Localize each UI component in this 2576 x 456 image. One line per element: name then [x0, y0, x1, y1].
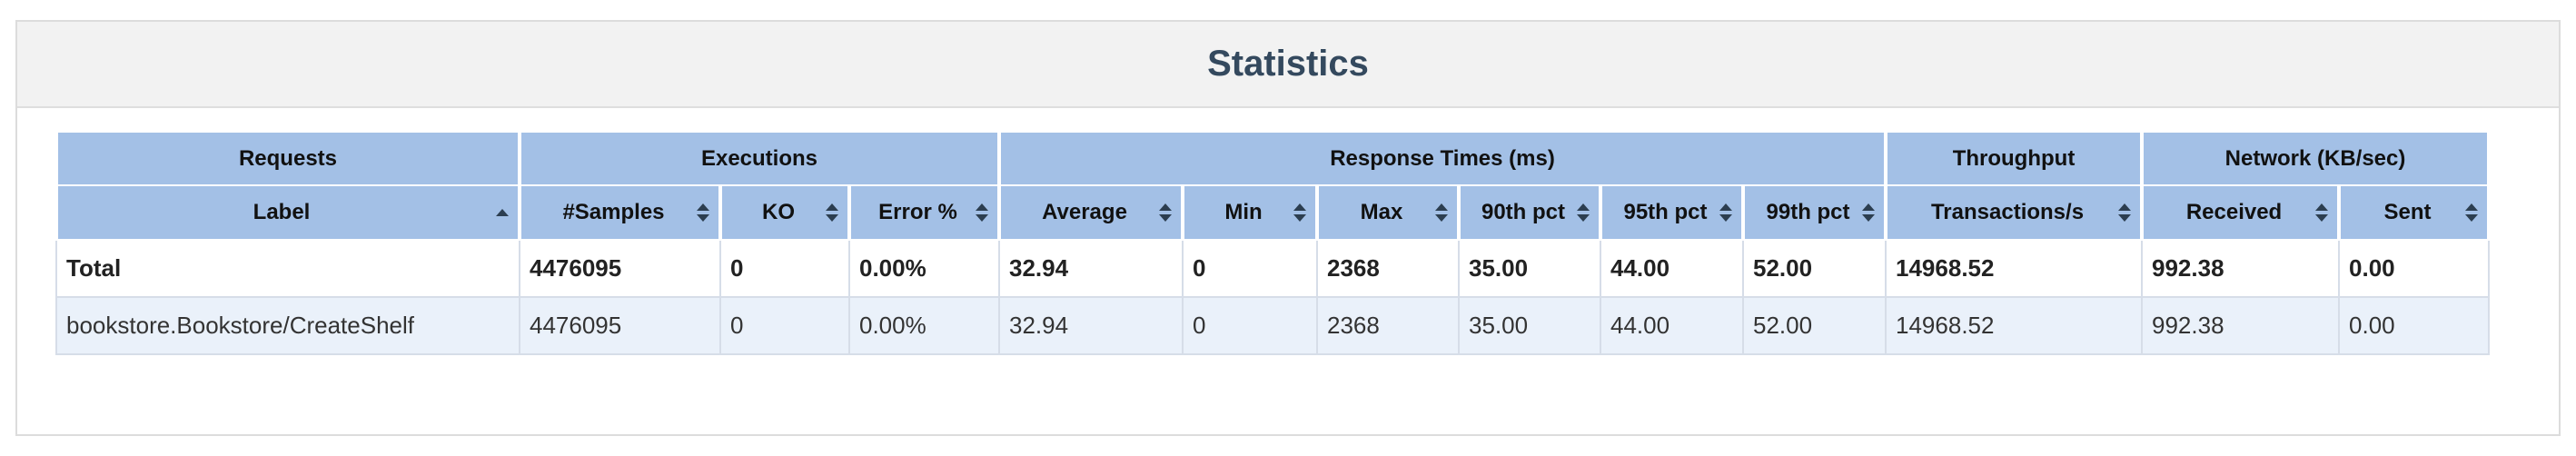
table-cell: 992.38 — [2141, 239, 2341, 298]
table-cell: bookstore.Bookstore/CreateShelf — [55, 296, 520, 355]
column-header-text: Min — [1224, 200, 1263, 224]
group-header-executions: Executions — [518, 131, 1001, 186]
column-header-min[interactable]: Min — [1181, 184, 1319, 241]
column-header-sent[interactable]: Sent — [2337, 184, 2492, 241]
group-header-row: Requests Executions Response Times (ms) … — [54, 131, 2492, 186]
table-cell: 4476095 — [519, 239, 721, 298]
sort-icon — [2465, 203, 2479, 222]
column-header-text: Average — [1042, 200, 1127, 224]
column-header-95th-pct[interactable]: 95th pct — [1599, 184, 1745, 241]
table-cell: 14968.52 — [1885, 296, 2144, 355]
sort-icon — [826, 203, 838, 222]
table-cell: 0.00% — [848, 239, 1000, 298]
panel-header: Statistics — [17, 22, 2559, 108]
table-cell: 44.00 — [1600, 239, 1744, 298]
column-header-text: Label — [253, 200, 311, 224]
column-header-text: 90th pct — [1481, 200, 1565, 224]
sort-icon — [1159, 203, 1172, 222]
column-header-transactions[interactable]: Transactions/s — [1884, 184, 2145, 241]
statistics-table: Requests Executions Response Times (ms) … — [54, 131, 2492, 355]
table-cell: 0.00 — [2338, 296, 2491, 355]
column-header-label[interactable]: Label — [54, 184, 521, 241]
column-header-text: Received — [2185, 200, 2283, 224]
table-cell: 52.00 — [1741, 239, 1887, 298]
column-header-text: Max — [1360, 200, 1403, 224]
table-cell: 35.00 — [1458, 296, 1601, 355]
sort-icon — [2118, 203, 2132, 222]
column-header-average[interactable]: Average — [997, 184, 1184, 241]
column-header-received[interactable]: Received — [2140, 184, 2342, 241]
table-cell: 0 — [719, 239, 850, 298]
column-header-error-pct[interactable]: Error % — [847, 184, 1001, 241]
table-cell: 2368 — [1316, 239, 1460, 298]
sort-icon — [1577, 203, 1590, 222]
column-header-text: Error % — [878, 200, 957, 224]
table-cell: 0 — [1182, 296, 1318, 355]
sort-icon — [1435, 203, 1448, 222]
group-header-requests: Requests — [54, 131, 521, 186]
column-header-text: KO — [762, 200, 795, 224]
table-cell: 44.00 — [1600, 296, 1744, 355]
table-cell: 0.00% — [848, 296, 1000, 355]
table-cell: 32.94 — [998, 296, 1184, 355]
group-header-network: Network (KB/sec) — [2140, 131, 2492, 186]
group-header-response-times: Response Times (ms) — [996, 131, 1888, 186]
sort-icon — [976, 203, 988, 222]
sort-icon — [1719, 203, 1732, 222]
table-cell: 0.00 — [2338, 239, 2491, 298]
table-cell: 992.38 — [2141, 296, 2341, 355]
table-cell: 35.00 — [1458, 239, 1601, 298]
sort-icon — [1293, 203, 1306, 222]
column-header-text: 95th pct — [1623, 200, 1708, 224]
table-cell: 14968.52 — [1885, 239, 2144, 298]
column-header-text: Sent — [2383, 200, 2432, 224]
column-header-text: 99th pct — [1766, 200, 1850, 224]
sort-icon — [2315, 203, 2329, 222]
sort-ascending-icon — [496, 203, 509, 222]
table-cell: Total — [55, 239, 520, 298]
table-cell: 4476095 — [519, 296, 721, 355]
table-row: bookstore.Bookstore/CreateShelf 4476095 … — [55, 296, 2491, 355]
table-cell: 32.94 — [998, 239, 1184, 298]
column-header-samples[interactable]: #Samples — [518, 184, 722, 241]
column-header-text: #Samples — [562, 200, 665, 224]
table-cell: 0 — [1182, 239, 1318, 298]
table-cell: 52.00 — [1741, 296, 1887, 355]
page-title: Statistics — [1207, 44, 1369, 84]
table-cell: 2368 — [1316, 296, 1460, 355]
sort-icon — [697, 203, 709, 222]
column-header-text: Transactions/s — [1930, 200, 2085, 224]
column-header-99th-pct[interactable]: 99th pct — [1740, 184, 1888, 241]
table-cell: 0 — [719, 296, 850, 355]
column-header-max[interactable]: Max — [1315, 184, 1461, 241]
column-header-ko[interactable]: KO — [718, 184, 851, 241]
column-header-90th-pct[interactable]: 90th pct — [1457, 184, 1602, 241]
sort-icon — [1862, 203, 1876, 222]
group-header-throughput: Throughput — [1884, 131, 2145, 186]
column-header-row: Label #Samples KO Error % Average Min Ma… — [54, 184, 2492, 241]
total-row: Total 4476095 0 0.00% 32.94 0 2368 35.00… — [55, 239, 2491, 298]
